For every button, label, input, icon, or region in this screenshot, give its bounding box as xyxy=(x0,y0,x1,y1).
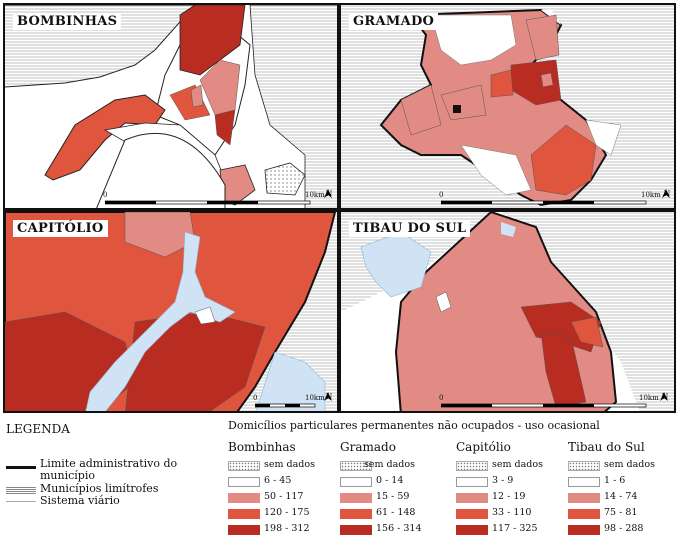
hatch-icon xyxy=(6,486,36,495)
class-label: sem dados xyxy=(492,459,543,470)
gramado-map-graphic xyxy=(341,5,674,208)
legend-heading: Domicílios particulares permanentes não … xyxy=(228,419,600,432)
map-bombinhas[interactable]: BOMBINHAS 0 10km N xyxy=(3,3,339,210)
class-label: sem dados xyxy=(264,459,315,470)
map-title: CAPITÓLIO xyxy=(13,220,108,237)
swatch-class-3 xyxy=(228,509,260,519)
class-label: 50 - 117 xyxy=(264,491,304,502)
class-label: 156 - 314 xyxy=(376,523,422,534)
scale-start: 0 xyxy=(439,191,444,199)
legend-col-bombinhas: Bombinhas sem dados 6 - 45 50 - 117 120 … xyxy=(228,440,338,538)
scale-bar xyxy=(105,200,311,205)
scale-start: 0 xyxy=(103,191,108,199)
map-gramado[interactable]: GRAMADO 0 10km N xyxy=(339,3,676,210)
swatch-class-2 xyxy=(340,493,372,503)
scale-bar xyxy=(255,403,316,408)
map-title: GRAMADO xyxy=(349,13,439,30)
swatch-class-2 xyxy=(228,493,260,503)
class-label: 14 - 74 xyxy=(604,491,638,502)
legend-col-name: Gramado xyxy=(340,440,396,454)
map-title: BOMBINHAS xyxy=(13,13,122,30)
legend-title: LEGENDA xyxy=(6,422,70,436)
scale-bar xyxy=(441,403,647,408)
class-label: 0 - 14 xyxy=(376,475,404,486)
tibau-map-graphic xyxy=(341,212,674,411)
swatch-no-data xyxy=(228,461,260,471)
swatch-class-1 xyxy=(568,477,600,487)
class-label: sem dados xyxy=(604,459,655,470)
legend-col-capitolio: Capitólio sem dados 3 - 9 12 - 19 33 - 1… xyxy=(456,440,566,538)
north-arrow-icon: N xyxy=(659,392,671,401)
scale-start: 0 xyxy=(439,394,444,402)
swatch-class-1 xyxy=(456,477,488,487)
admin-boundary-icon xyxy=(6,466,36,469)
scale-start: 0 xyxy=(253,394,258,402)
swatch-no-data xyxy=(568,461,600,471)
class-label: 12 - 19 xyxy=(492,491,526,502)
admin-boundary-label: Limite administrativo do município xyxy=(40,457,178,482)
class-label: sem dados xyxy=(364,459,415,470)
legend-col-name: Bombinhas xyxy=(228,440,296,454)
swatch-no-data xyxy=(340,461,372,471)
legend-col-tibau-do-sul: Tibau do Sul sem dados 1 - 6 14 - 74 75 … xyxy=(568,440,678,538)
class-label: 75 - 81 xyxy=(604,507,638,518)
swatch-no-data xyxy=(456,461,488,471)
class-label: 117 - 325 xyxy=(492,523,538,534)
swatch-class-4 xyxy=(228,525,260,535)
class-label: 98 - 288 xyxy=(604,523,644,534)
north-arrow-icon: N xyxy=(323,189,335,198)
scale-end: 10km xyxy=(641,191,661,199)
scale-end: 10km xyxy=(305,191,325,199)
class-label: 1 - 6 xyxy=(604,475,626,486)
class-label: 198 - 312 xyxy=(264,523,310,534)
class-label: 6 - 45 xyxy=(264,475,292,486)
scale-end: 10km xyxy=(305,394,325,402)
swatch-class-3 xyxy=(568,509,600,519)
class-label: 33 - 110 xyxy=(492,507,532,518)
swatch-class-1 xyxy=(228,477,260,487)
bombinhas-map-graphic xyxy=(5,5,337,208)
map-capitolio[interactable]: CAPITÓLIO 0 10km N xyxy=(3,210,339,413)
swatch-class-2 xyxy=(456,493,488,503)
swatch-class-2 xyxy=(568,493,600,503)
swatch-class-4 xyxy=(340,525,372,535)
class-label: 3 - 9 xyxy=(492,475,514,486)
class-label: 15 - 59 xyxy=(376,491,410,502)
swatch-class-3 xyxy=(340,509,372,519)
legend-col-name: Tibau do Sul xyxy=(568,440,645,454)
scale-end: 10km xyxy=(639,394,659,402)
scale-bar xyxy=(441,200,647,205)
swatch-class-4 xyxy=(568,525,600,535)
swatch-class-3 xyxy=(456,509,488,519)
capitolio-map-graphic xyxy=(5,212,337,411)
map-title: TIBAU DO SUL xyxy=(349,220,471,237)
road-system-label: Sistema viário xyxy=(40,494,120,507)
class-label: 61 - 148 xyxy=(376,507,416,518)
road-line-icon xyxy=(6,501,36,502)
legend-col-name: Capitólio xyxy=(456,440,511,454)
swatch-class-4 xyxy=(456,525,488,535)
neighbor-municipalities-label: Municípios limítrofes xyxy=(40,482,159,495)
map-tibau-do-sul[interactable]: TIBAU DO SUL 0 10km N xyxy=(339,210,676,413)
legend-col-gramado: Gramado sem dados 0 - 14 15 - 59 61 - 14… xyxy=(340,440,450,538)
swatch-class-1 xyxy=(340,477,372,487)
class-label: 120 - 175 xyxy=(264,507,310,518)
north-arrow-icon: N xyxy=(661,189,673,198)
north-arrow-icon: N xyxy=(323,392,335,401)
